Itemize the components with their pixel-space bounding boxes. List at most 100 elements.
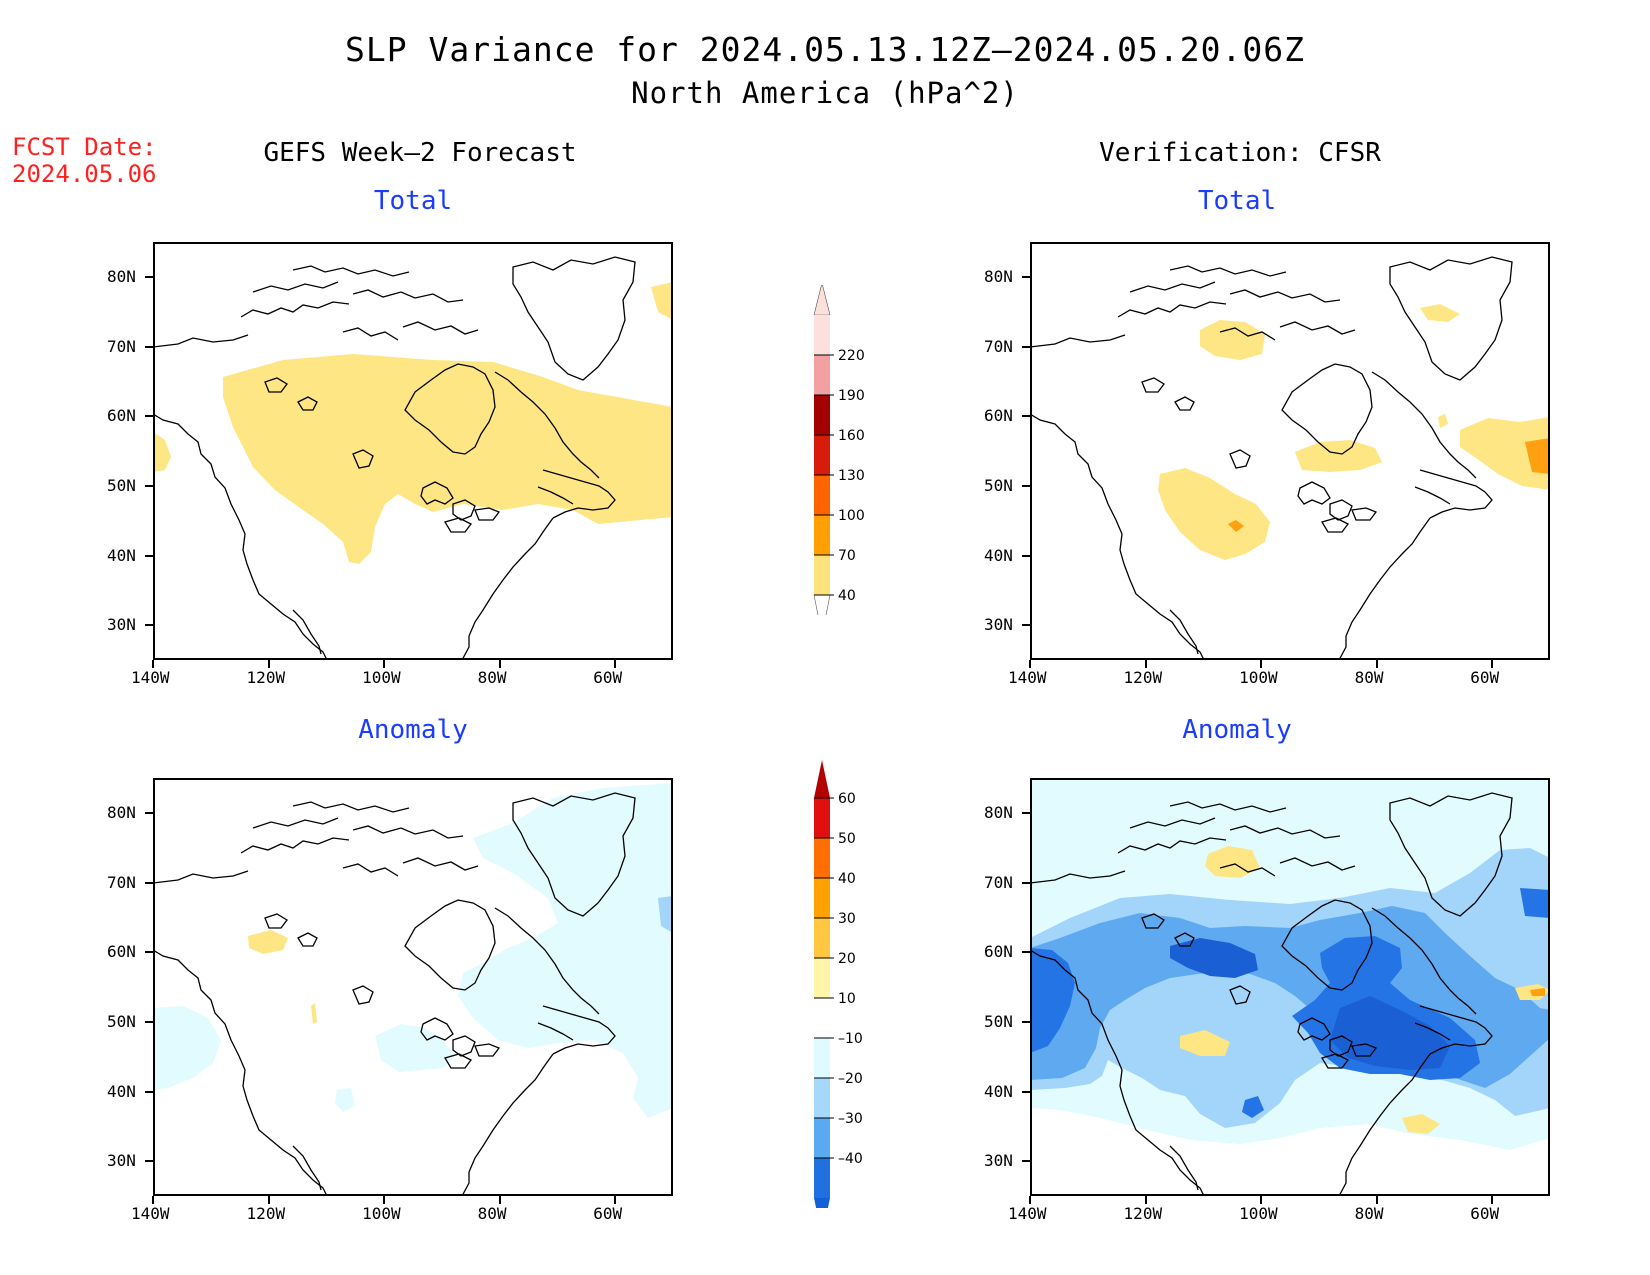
lon-tick-mark [1491,660,1494,668]
colorbar-anomaly-swatch [814,838,830,878]
colorbar-anomaly-label: 40 [838,871,856,887]
lat-tick-mark [145,951,153,954]
map-cfsr-anomaly [1029,778,1550,1229]
lat-tick-label: 30N [984,1151,1013,1171]
lat-tick-label: 50N [984,1011,1013,1031]
map-gefs-anomaly [152,783,673,1229]
map-gefs-total [152,256,673,693]
lat-tick-label: 40N [107,545,136,565]
lon-tick-mark [498,1196,501,1204]
colorbar-total-swatch [814,555,830,595]
panel-title-gefs-total: Total [373,186,453,216]
shading-gefs-total [153,282,673,564]
lat-tick-label: 40N [107,1081,136,1101]
colorbar-anomaly-label: 60 [838,791,856,807]
lat-tick-label: 60N [984,942,1013,962]
lon-tick-label: 80W [1354,668,1384,687]
lat-tick-label: 60N [984,406,1013,426]
lon-tick-label: 140W [131,1204,170,1223]
lon-tick-mark [383,1196,386,1204]
colorbar-total-label: 130 [838,468,865,484]
lon-tick-label: 120W [246,668,286,687]
colorbar-anomaly-swatch [814,878,830,918]
lon-tick-label: 60W [593,1204,623,1223]
lat-tick-label: 50N [107,1011,136,1031]
lon-tick-mark [1029,1196,1031,1204]
lat-tick-label: 40N [984,1081,1013,1101]
lon-tick-mark [498,660,501,668]
colorbar-anomaly: 60 50 40 30 20 10 –10 –20 –30 –40 [814,760,863,1208]
lat-tick-label: 80N [107,266,136,286]
colorbar-anomaly-top-arrow [814,760,830,798]
lat-tick-mark [1022,275,1030,278]
right-column-title: Verification: CFSR [1099,138,1381,168]
lon-tick-label: 120W [246,1204,286,1223]
lon-tick-label: 60W [593,668,623,687]
frame-cfsr-anomaly [1030,778,1550,1196]
lon-tick-mark [152,660,154,668]
panel-gefs-anomaly [152,778,673,1229]
lat-tick-mark [145,1020,153,1023]
lon-tick-label: 60W [1470,668,1500,687]
lat-tick-mark [1022,624,1030,627]
lon-tick-mark [267,660,270,668]
lat-tick-mark [1022,345,1030,348]
panel-cfsr-anomaly [1029,778,1550,1229]
left-column-title: GEFS Week–2 Forecast [263,138,577,168]
colorbar-total-swatch [814,435,830,475]
colorbar-total-label: 220 [838,348,865,364]
lat-tick-label: 40N [984,545,1013,565]
colorbar-total: 220 190 160 130 100 70 40 [813,285,865,615]
colorbar-anomaly-label: –40 [838,1151,863,1167]
lat-tick-mark [145,554,153,557]
lat-tick-label: 70N [984,872,1013,892]
colorbar-total-label: 70 [838,548,856,564]
lat-tick-mark [1022,881,1030,884]
lat-tick-label: 30N [107,615,136,635]
lat-tick-mark [145,484,153,487]
colorbar-anomaly-swatch [814,1118,830,1158]
colorbar-total-top-arrow [813,285,831,316]
lon-tick-label: 140W [131,668,170,687]
lon-tick-label: 100W [1239,668,1278,687]
lat-tick-mark [1022,484,1030,487]
lat-tick-mark [145,275,153,278]
panel-title-cfsr-anomaly: Anomaly [1182,715,1292,745]
lat-tick-label: 60N [107,406,136,426]
main-subtitle: North America (hPa^2) [631,76,1019,110]
colorbar-anomaly-label: 30 [838,911,856,927]
colorbar-anomaly-label: 20 [838,951,856,967]
main-title: SLP Variance for 2024.05.13.12Z–2024.05.… [345,30,1305,69]
map-cfsr-total [1029,256,1550,693]
fcst-label: FCST Date: [12,133,157,161]
lat-tick-label: 70N [984,336,1013,356]
colorbar-total-label: 190 [838,388,865,404]
colorbar-anomaly-swatch [814,998,830,1038]
lon-tick-label: 80W [477,668,507,687]
fcst-date: 2024.05.06 [12,160,157,188]
lat-tick-mark [1022,811,1030,814]
colorbar-total-label: 160 [838,428,865,444]
lat-tick-label: 60N [107,942,136,962]
panel-gefs-total [152,242,673,693]
colorbar-total-swatch [814,315,830,355]
lon-tick-mark [383,660,386,668]
lon-tick-label: 120W [1123,668,1163,687]
colorbar-anomaly-label: –20 [838,1071,863,1087]
colorbar-total-swatch [814,395,830,435]
colorbar-total-swatch [814,355,830,395]
lon-tick-mark [267,1196,270,1204]
colorbar-anomaly-label: –30 [838,1111,863,1127]
lon-tick-mark [1260,660,1263,668]
colorbar-total-bottom-arrow [813,594,831,615]
lat-tick-label: 70N [107,336,136,356]
lon-tick-label: 120W [1123,1204,1163,1223]
colorbar-total-label: 100 [838,508,865,524]
lat-tick-label: 80N [107,802,136,822]
colorbar-total-swatch [814,475,830,515]
lat-tick-mark [145,624,153,627]
lat-tick-mark [1022,951,1030,954]
frame-cfsr-total [1030,242,1550,660]
panel-title-cfsr-total: Total [1197,186,1277,216]
lon-tick-label: 100W [362,668,401,687]
